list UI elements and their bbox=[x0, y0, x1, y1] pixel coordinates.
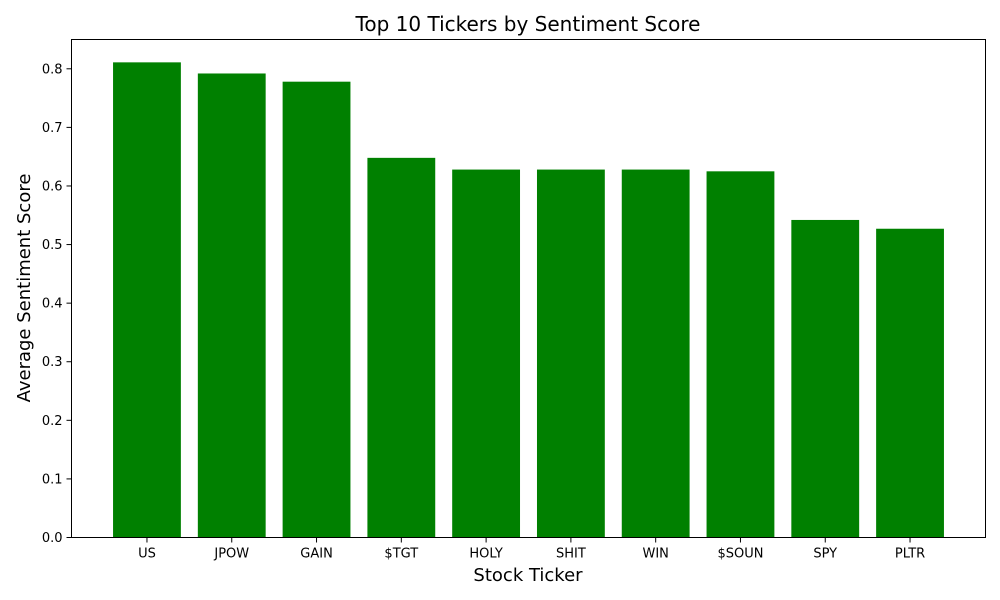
x-tick-label: WIN bbox=[642, 547, 668, 562]
bar-pltr bbox=[876, 228, 944, 538]
y-tick-label: 0.8 bbox=[42, 62, 63, 77]
x-tick-label: HOLY bbox=[469, 547, 503, 562]
y-tick-label: 0.2 bbox=[42, 414, 63, 429]
plot-frame bbox=[71, 39, 986, 538]
y-axis-ticks: 0.0 0.1 0.2 0.3 0.4 0.5 0.6 0.7 0.8 bbox=[42, 62, 72, 546]
bar-shit bbox=[536, 169, 605, 538]
y-tick-label: 0.5 bbox=[42, 238, 63, 253]
bar-us bbox=[113, 62, 181, 538]
x-tick-label: SHIT bbox=[556, 547, 586, 562]
bar-tgt bbox=[367, 157, 436, 538]
chart-title: Top 10 Tickers by Sentiment Score bbox=[355, 12, 701, 36]
bar-holy bbox=[452, 169, 521, 538]
x-tick-label: GAIN bbox=[300, 547, 333, 562]
x-tick-label: PLTR bbox=[895, 547, 925, 562]
bar-jpow bbox=[197, 73, 266, 538]
x-tick-label: SPY bbox=[813, 547, 837, 562]
x-tick-label: $TGT bbox=[384, 547, 418, 562]
bar-spy bbox=[791, 219, 860, 538]
y-tick-label: 0.0 bbox=[42, 531, 63, 546]
y-tick-label: 0.1 bbox=[42, 472, 63, 487]
x-axis-ticks: US JPOW GAIN $TGT HOLY SHIT WIN $SOUN SPY PLTR bbox=[138, 537, 925, 562]
x-tick-label: US bbox=[138, 547, 156, 562]
y-tick-label: 0.6 bbox=[42, 179, 63, 194]
y-tick-label: 0.3 bbox=[42, 355, 63, 370]
y-tick-label: 0.4 bbox=[42, 297, 63, 312]
x-tick-label: JPOW bbox=[213, 547, 249, 562]
y-tick-label: 0.7 bbox=[42, 121, 63, 136]
bars-group bbox=[113, 62, 944, 538]
bar-win bbox=[621, 169, 690, 538]
x-axis-label: Stock Ticker bbox=[473, 565, 583, 586]
x-tick-label: $SOUN bbox=[717, 547, 763, 562]
bar-soun bbox=[706, 171, 775, 538]
y-axis-label: Average Sentiment Score bbox=[14, 174, 35, 403]
bar-gain bbox=[282, 81, 351, 538]
